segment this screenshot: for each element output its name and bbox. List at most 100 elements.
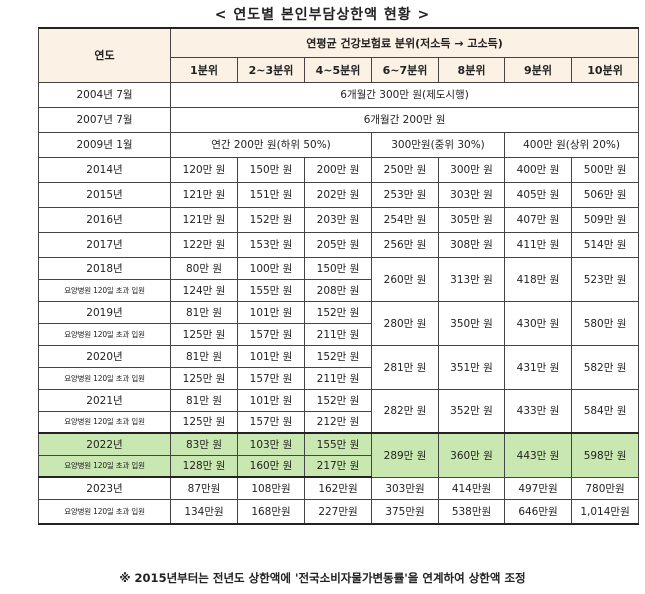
value-cell: 506만 원 xyxy=(570,181,640,208)
table-row: 2009년 1월 연간 200만 원(하위 50%) 300만원(중위 30%)… xyxy=(38,131,640,158)
value-cell: 157만 원 xyxy=(237,410,305,434)
value-cell: 152만 원 xyxy=(237,206,305,233)
page-title: < 연도별 본인부담상한액 현황 > xyxy=(214,7,431,23)
header-group: 연평균 건강보험료 분위(저소득 → 고소득) xyxy=(169,27,640,58)
value-cell: 202만 원 xyxy=(304,181,372,208)
value-cell: 300만 원 xyxy=(438,156,505,183)
table-row: 2022년 83만 원 103만 원 155만 원 289만 원 360만 원 443만 원… xyxy=(38,432,640,478)
table-row: 2017년 122만 원 153만 원 205만 원 256만 원 308만 원 411만 … xyxy=(38,231,640,258)
header-decile: 8분위 xyxy=(438,56,505,83)
value-cell: 352만 원 xyxy=(438,388,505,434)
value-cell: 208만 원 xyxy=(304,278,372,302)
value-cell: 400만 원(상위 20%) xyxy=(503,131,640,158)
value-cell: 500만 원 xyxy=(570,156,640,183)
value-cell: 414만원 xyxy=(438,476,505,500)
value-cell: 280만 원 xyxy=(371,300,439,346)
year-cell: 2007년 7월 xyxy=(38,106,171,133)
value-cell: 125만 원 xyxy=(170,366,238,390)
value-cell: 152만 원 xyxy=(304,300,372,324)
sub-label-cell: 요양병원 120일 초과 입원 xyxy=(38,278,171,302)
value-cell: 153만 원 xyxy=(237,231,305,258)
value-cell: 289만 원 xyxy=(371,432,439,478)
value-cell: 81만 원 xyxy=(170,388,238,412)
header-decile: 10분위 xyxy=(570,56,640,83)
year-cell: 2021년 xyxy=(38,388,171,412)
value-cell: 81만 원 xyxy=(170,300,238,324)
value-cell: 509만 원 xyxy=(570,206,640,233)
value-cell: 101만 원 xyxy=(237,388,305,412)
value-cell: 351만 원 xyxy=(438,344,505,390)
value-cell: 152만 원 xyxy=(304,388,372,412)
sub-label-cell: 요양병원 120일 초과 입원 xyxy=(38,322,171,346)
table-row: 요양병원 120일 초과 입원 134만원 168만원 227만원 375만원 … xyxy=(38,498,640,525)
value-cell: 250만 원 xyxy=(371,156,439,183)
value-cell: 121만 원 xyxy=(170,181,238,208)
value-cell: 150만 원 xyxy=(304,256,372,280)
value-cell: 305만 원 xyxy=(438,206,505,233)
header-year: 연도 xyxy=(38,27,171,83)
value-cell: 431만 원 xyxy=(504,344,572,390)
year-cell: 2015년 xyxy=(38,181,171,208)
value-cell: 155만 원 xyxy=(304,432,372,456)
year-cell: 2004년 7월 xyxy=(38,81,171,108)
value-cell: 303만 원 xyxy=(438,181,505,208)
value-cell: 6개월간 300만 원(제도시행) xyxy=(169,81,640,108)
copay-cap-table: 연도 연평균 건강보험료 분위(저소득 → 고소득) 1분위 2~3분위 4~5… xyxy=(38,27,640,525)
sub-label-cell: 요양병원 120일 초과 입원 xyxy=(38,498,171,525)
value-cell: 125만 원 xyxy=(170,322,238,346)
value-cell: 780만원 xyxy=(570,476,640,500)
value-cell: 582만 원 xyxy=(570,344,640,390)
footnote: ※ 2015년부터는 전년도 상한액에 '전국소비자물가변동률'을 연계하여 상… xyxy=(119,571,526,585)
value-cell: 87만원 xyxy=(170,476,238,500)
value-cell: 205만 원 xyxy=(304,231,372,258)
value-cell: 211만 원 xyxy=(304,322,372,346)
value-cell: 151만 원 xyxy=(237,181,305,208)
value-cell: 646만원 xyxy=(504,498,572,525)
table-row: 2020년 81만 원 101만 원 152만 원 281만 원 351만 원 431만 원… xyxy=(38,344,640,390)
header-decile: 1분위 xyxy=(170,56,238,83)
value-cell: 497만원 xyxy=(504,476,572,500)
value-cell: 418만 원 xyxy=(504,256,572,302)
value-cell: 81만 원 xyxy=(170,344,238,368)
value-cell: 405만 원 xyxy=(504,181,572,208)
table-row: 2019년 81만 원 101만 원 152만 원 280만 원 350만 원 430만 원… xyxy=(38,300,640,346)
value-cell: 303만원 xyxy=(371,476,439,500)
table-row: 요양병원 120일 초과 입원 125만 원 157만 원 211만 원 xyxy=(38,322,639,346)
year-cell: 2020년 xyxy=(38,344,171,368)
value-cell: 152만 원 xyxy=(304,344,372,368)
value-cell: 1,014만원 xyxy=(570,498,640,525)
value-cell: 121만 원 xyxy=(170,206,238,233)
value-cell: 308만 원 xyxy=(438,231,505,258)
value-cell: 443만 원 xyxy=(504,432,572,478)
year-cell: 2016년 xyxy=(38,206,171,233)
value-cell: 157만 원 xyxy=(237,322,305,346)
value-cell: 281만 원 xyxy=(371,344,439,390)
value-cell: 101만 원 xyxy=(237,300,305,324)
value-cell: 254만 원 xyxy=(371,206,439,233)
value-cell: 157만 원 xyxy=(237,366,305,390)
value-cell: 203만 원 xyxy=(304,206,372,233)
value-cell: 101만 원 xyxy=(237,344,305,368)
table-row: 2007년 7월 6개월간 200만 원 xyxy=(38,106,640,133)
value-cell: 200만 원 xyxy=(304,156,372,183)
header-decile: 4~5분위 xyxy=(304,56,372,83)
value-cell: 584만 원 xyxy=(570,388,640,434)
value-cell: 연간 200만 원(하위 50%) xyxy=(170,131,372,158)
value-cell: 227만원 xyxy=(304,498,372,525)
header-decile: 2~3분위 xyxy=(237,56,305,83)
table-row: 요양병원 120일 초과 입원 125만 원 157만 원 212만 원 xyxy=(38,410,639,434)
value-cell: 523만 원 xyxy=(570,256,640,302)
header-decile: 9분위 xyxy=(504,56,572,83)
value-cell: 122만 원 xyxy=(170,231,238,258)
value-cell: 253만 원 xyxy=(371,181,439,208)
value-cell: 350만 원 xyxy=(438,300,505,346)
year-cell: 2014년 xyxy=(38,156,171,183)
table-row: 2021년 81만 원 101만 원 152만 원 282만 원 352만 원 433만 원… xyxy=(38,388,640,434)
value-cell: 125만 원 xyxy=(170,410,238,434)
value-cell: 407만 원 xyxy=(504,206,572,233)
value-cell: 211만 원 xyxy=(304,366,372,390)
value-cell: 124만 원 xyxy=(170,278,238,302)
year-cell: 2022년 xyxy=(38,432,171,456)
value-cell: 155만 원 xyxy=(237,278,305,302)
year-cell: 2023년 xyxy=(38,476,171,500)
